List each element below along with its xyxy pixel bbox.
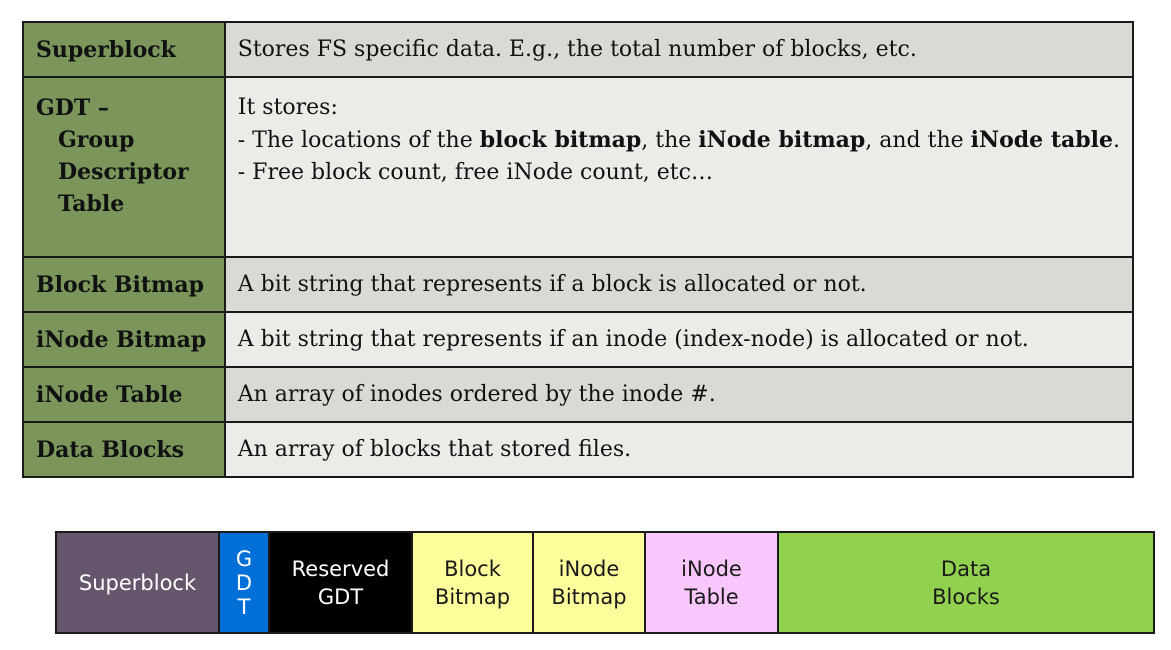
segment-inode-table: iNode Table (646, 533, 779, 632)
row-name-inode-bitmap: iNode Bitmap (22, 311, 226, 368)
table-row: iNode Table An array of inodes ordered b… (22, 366, 1135, 423)
row-name-data-blocks: Data Blocks (22, 421, 226, 478)
desc-emphasis: iNode table (970, 127, 1113, 153)
fs-structure-table: Superblock Stores FS specific data. E.g.… (22, 21, 1135, 478)
segment-label: Bitmap (434, 584, 511, 609)
segment-label: Data (940, 556, 992, 581)
desc-text: . (1113, 128, 1120, 153)
row-desc-gdt: It stores: - The locations of the block … (224, 76, 1135, 258)
row-desc-inode-table: An array of inodes ordered by the inode … (224, 366, 1135, 423)
desc-text: , the (641, 128, 699, 153)
segment-label-group: Reserved GDT (292, 555, 390, 611)
segment-label: Blocks (932, 584, 1000, 609)
segment-superblock: Superblock (57, 533, 220, 632)
segment-label-group: Block Bitmap (435, 555, 510, 611)
row-desc-data-blocks: An array of blocks that stored files. (224, 421, 1135, 478)
segment-label: G (235, 546, 253, 571)
segment-label-group: Data Blocks (932, 555, 1000, 611)
segment-label: D (235, 570, 253, 595)
desc-text: , and the (865, 128, 971, 153)
segment-inode-bitmap: iNode Bitmap (534, 533, 646, 632)
row-name-gdt: GDT – Group Descriptor Table (22, 76, 226, 258)
row-name-block-bitmap: Block Bitmap (22, 256, 226, 313)
table-row: GDT – Group Descriptor Table It stores: … (22, 76, 1135, 258)
segment-data-blocks: Data Blocks (779, 533, 1153, 632)
segment-label: T (237, 594, 251, 619)
table-row: Block Bitmap A bit string that represent… (22, 256, 1135, 313)
gdt-desc-locations: - The locations of the block bitmap, the… (238, 124, 1120, 157)
table-row: Superblock Stores FS specific data. E.g.… (22, 21, 1135, 78)
desc-emphasis: block bitmap (479, 127, 642, 153)
gdt-name-line: Table (58, 191, 125, 217)
gdt-name-line: Group (58, 127, 135, 153)
row-desc-block-bitmap: A bit string that represents if a block … (224, 256, 1135, 313)
segment-label-group: iNode Bitmap (551, 555, 626, 611)
segment-label: iNode (681, 556, 742, 581)
desc-emphasis: iNode bitmap (698, 127, 866, 153)
segment-label: Table (684, 584, 739, 609)
gdt-desc-intro: It stores: (237, 95, 338, 120)
desc-text: - The locations of the (237, 128, 480, 153)
segment-label-group: iNode Table (681, 555, 742, 611)
row-name-inode-table: iNode Table (22, 366, 226, 423)
segment-label: Reserved (291, 556, 390, 581)
table-row: iNode Bitmap A bit string that represent… (22, 311, 1135, 368)
row-desc-inode-bitmap: A bit string that represents if an inode… (224, 311, 1135, 368)
gdt-desc-counts: - Free block count, free iNode count, et… (237, 160, 713, 185)
segment-gdt: G D T (220, 533, 270, 632)
block-group-layout-bar: Superblock G D T Reserved GDT Block Bitm… (55, 531, 1155, 634)
table-row: Data Blocks An array of blocks that stor… (22, 421, 1135, 478)
segment-reserved-gdt: Reserved GDT (270, 533, 413, 632)
segment-label: iNode (558, 556, 620, 581)
segment-label: Superblock (78, 570, 197, 595)
row-desc-superblock: Stores FS specific data. E.g., the total… (224, 21, 1135, 78)
segment-label: Block (444, 556, 501, 581)
row-name-superblock: Superblock (22, 21, 226, 78)
segment-label: GDT (317, 584, 364, 609)
gdt-name-line: Descriptor (58, 159, 189, 185)
segment-label: Bitmap (551, 584, 627, 609)
segment-block-bitmap: Block Bitmap (413, 533, 534, 632)
gdt-name-line: GDT – (36, 95, 109, 121)
